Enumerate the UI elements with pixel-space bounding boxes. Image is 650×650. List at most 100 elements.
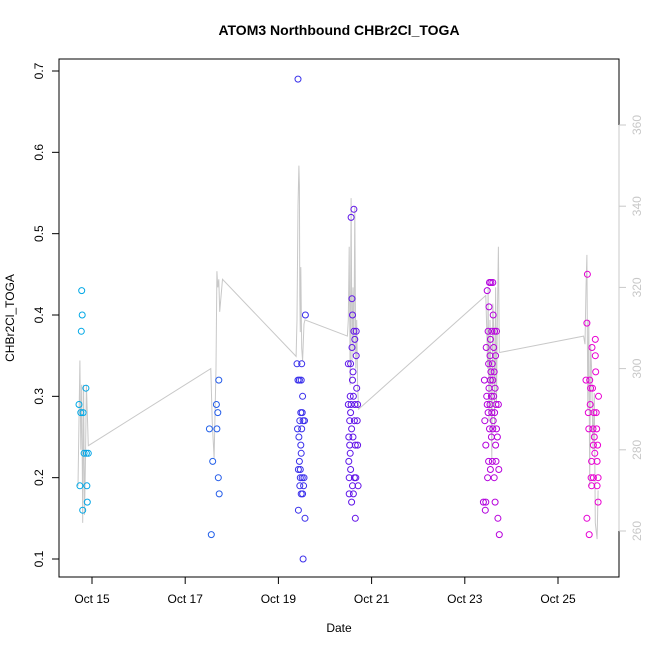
data-point bbox=[589, 474, 597, 482]
data-point bbox=[215, 490, 223, 498]
data-point bbox=[493, 425, 500, 433]
data-point bbox=[495, 531, 503, 539]
data-point bbox=[351, 335, 359, 343]
data-point bbox=[213, 425, 221, 433]
x-axis-label: Date bbox=[326, 621, 352, 635]
data-point bbox=[79, 506, 87, 514]
data-point bbox=[491, 409, 499, 417]
data-point bbox=[586, 401, 594, 408]
y-tick-label: 0.4 bbox=[32, 306, 46, 323]
data-point bbox=[347, 466, 355, 473]
data-point bbox=[354, 441, 362, 449]
data-point bbox=[300, 474, 308, 482]
data-point bbox=[347, 213, 355, 221]
data-point bbox=[78, 311, 86, 319]
data-point bbox=[78, 287, 86, 295]
data-point bbox=[593, 482, 601, 490]
data-point bbox=[479, 498, 487, 506]
y-tick-label: 0.7 bbox=[32, 62, 46, 79]
data-point bbox=[591, 352, 599, 360]
y2-tick-label: 360 bbox=[630, 115, 644, 135]
data-point bbox=[301, 514, 309, 522]
y-tick-label: 0.5 bbox=[32, 225, 46, 242]
data-point bbox=[82, 449, 90, 457]
data-point bbox=[298, 425, 306, 433]
data-point bbox=[299, 555, 307, 563]
data-point bbox=[590, 409, 598, 417]
data-point bbox=[353, 417, 361, 425]
data-point bbox=[489, 417, 497, 425]
data-point bbox=[492, 352, 500, 360]
data-point bbox=[587, 384, 595, 392]
data-point bbox=[347, 409, 355, 417]
chart-title: ATOM3 Northbound CHBr2Cl_TOGA bbox=[218, 22, 459, 38]
data-point bbox=[493, 327, 500, 335]
data-point bbox=[490, 474, 498, 482]
data-point bbox=[492, 441, 500, 449]
y2-series-line bbox=[77, 165, 599, 540]
y-axis-label: CHBr2Cl_TOGA bbox=[3, 274, 17, 362]
data-point bbox=[352, 474, 360, 482]
data-point bbox=[296, 482, 304, 490]
data-point bbox=[83, 498, 91, 506]
data-point bbox=[298, 409, 306, 417]
data-point bbox=[214, 409, 222, 417]
data-point bbox=[487, 368, 495, 376]
data-point bbox=[351, 401, 359, 408]
y2-tick-label: 280 bbox=[630, 439, 644, 459]
data-point bbox=[300, 482, 308, 490]
data-point bbox=[592, 368, 600, 376]
data-point bbox=[351, 441, 359, 449]
y-tick-label: 0.1 bbox=[32, 550, 46, 567]
data-point bbox=[483, 401, 491, 408]
data-point bbox=[348, 344, 356, 351]
data-point bbox=[294, 425, 301, 433]
data-point bbox=[293, 360, 301, 368]
data-point bbox=[492, 401, 500, 408]
data-point bbox=[349, 368, 357, 376]
data-point bbox=[494, 401, 502, 408]
data-point bbox=[296, 474, 304, 482]
data-point bbox=[297, 441, 305, 449]
data-point bbox=[491, 384, 499, 392]
data-point bbox=[483, 392, 491, 400]
x-tick-label: Oct 19 bbox=[261, 592, 297, 606]
data-point bbox=[482, 344, 490, 351]
data-point bbox=[345, 433, 353, 441]
data-point bbox=[485, 457, 493, 465]
data-point bbox=[301, 417, 308, 425]
data-point bbox=[77, 327, 85, 335]
data-point bbox=[349, 311, 356, 319]
data-point bbox=[299, 490, 307, 498]
y-axis: 0.1 0.2 0.3 0.4 0.5 0.6 0.7 bbox=[32, 62, 60, 567]
data-point bbox=[350, 327, 358, 335]
x-tick-label: Oct 15 bbox=[74, 592, 110, 606]
data-point bbox=[585, 425, 593, 433]
data-point bbox=[354, 482, 362, 490]
data-point bbox=[83, 482, 91, 490]
data-point bbox=[491, 327, 499, 335]
data-point bbox=[483, 287, 491, 295]
data-point bbox=[488, 327, 496, 335]
data-point bbox=[349, 392, 357, 400]
data-point bbox=[215, 376, 223, 384]
data-point bbox=[76, 482, 84, 490]
data-point bbox=[491, 498, 499, 506]
data-point bbox=[586, 376, 594, 384]
data-point bbox=[494, 514, 502, 522]
data-point bbox=[296, 466, 304, 473]
data-points bbox=[75, 75, 602, 563]
data-point bbox=[205, 425, 213, 433]
data-point bbox=[583, 319, 591, 327]
y2-axis: 260 280 300 320 340 360 bbox=[618, 115, 644, 541]
data-point bbox=[350, 417, 358, 425]
data-point bbox=[484, 474, 492, 482]
data-point bbox=[495, 466, 503, 473]
data-point bbox=[352, 327, 360, 335]
data-point bbox=[349, 490, 357, 498]
data-point bbox=[207, 531, 215, 539]
data-point bbox=[589, 384, 596, 392]
data-point bbox=[485, 303, 493, 311]
data-point bbox=[296, 417, 304, 425]
data-point bbox=[349, 376, 356, 384]
